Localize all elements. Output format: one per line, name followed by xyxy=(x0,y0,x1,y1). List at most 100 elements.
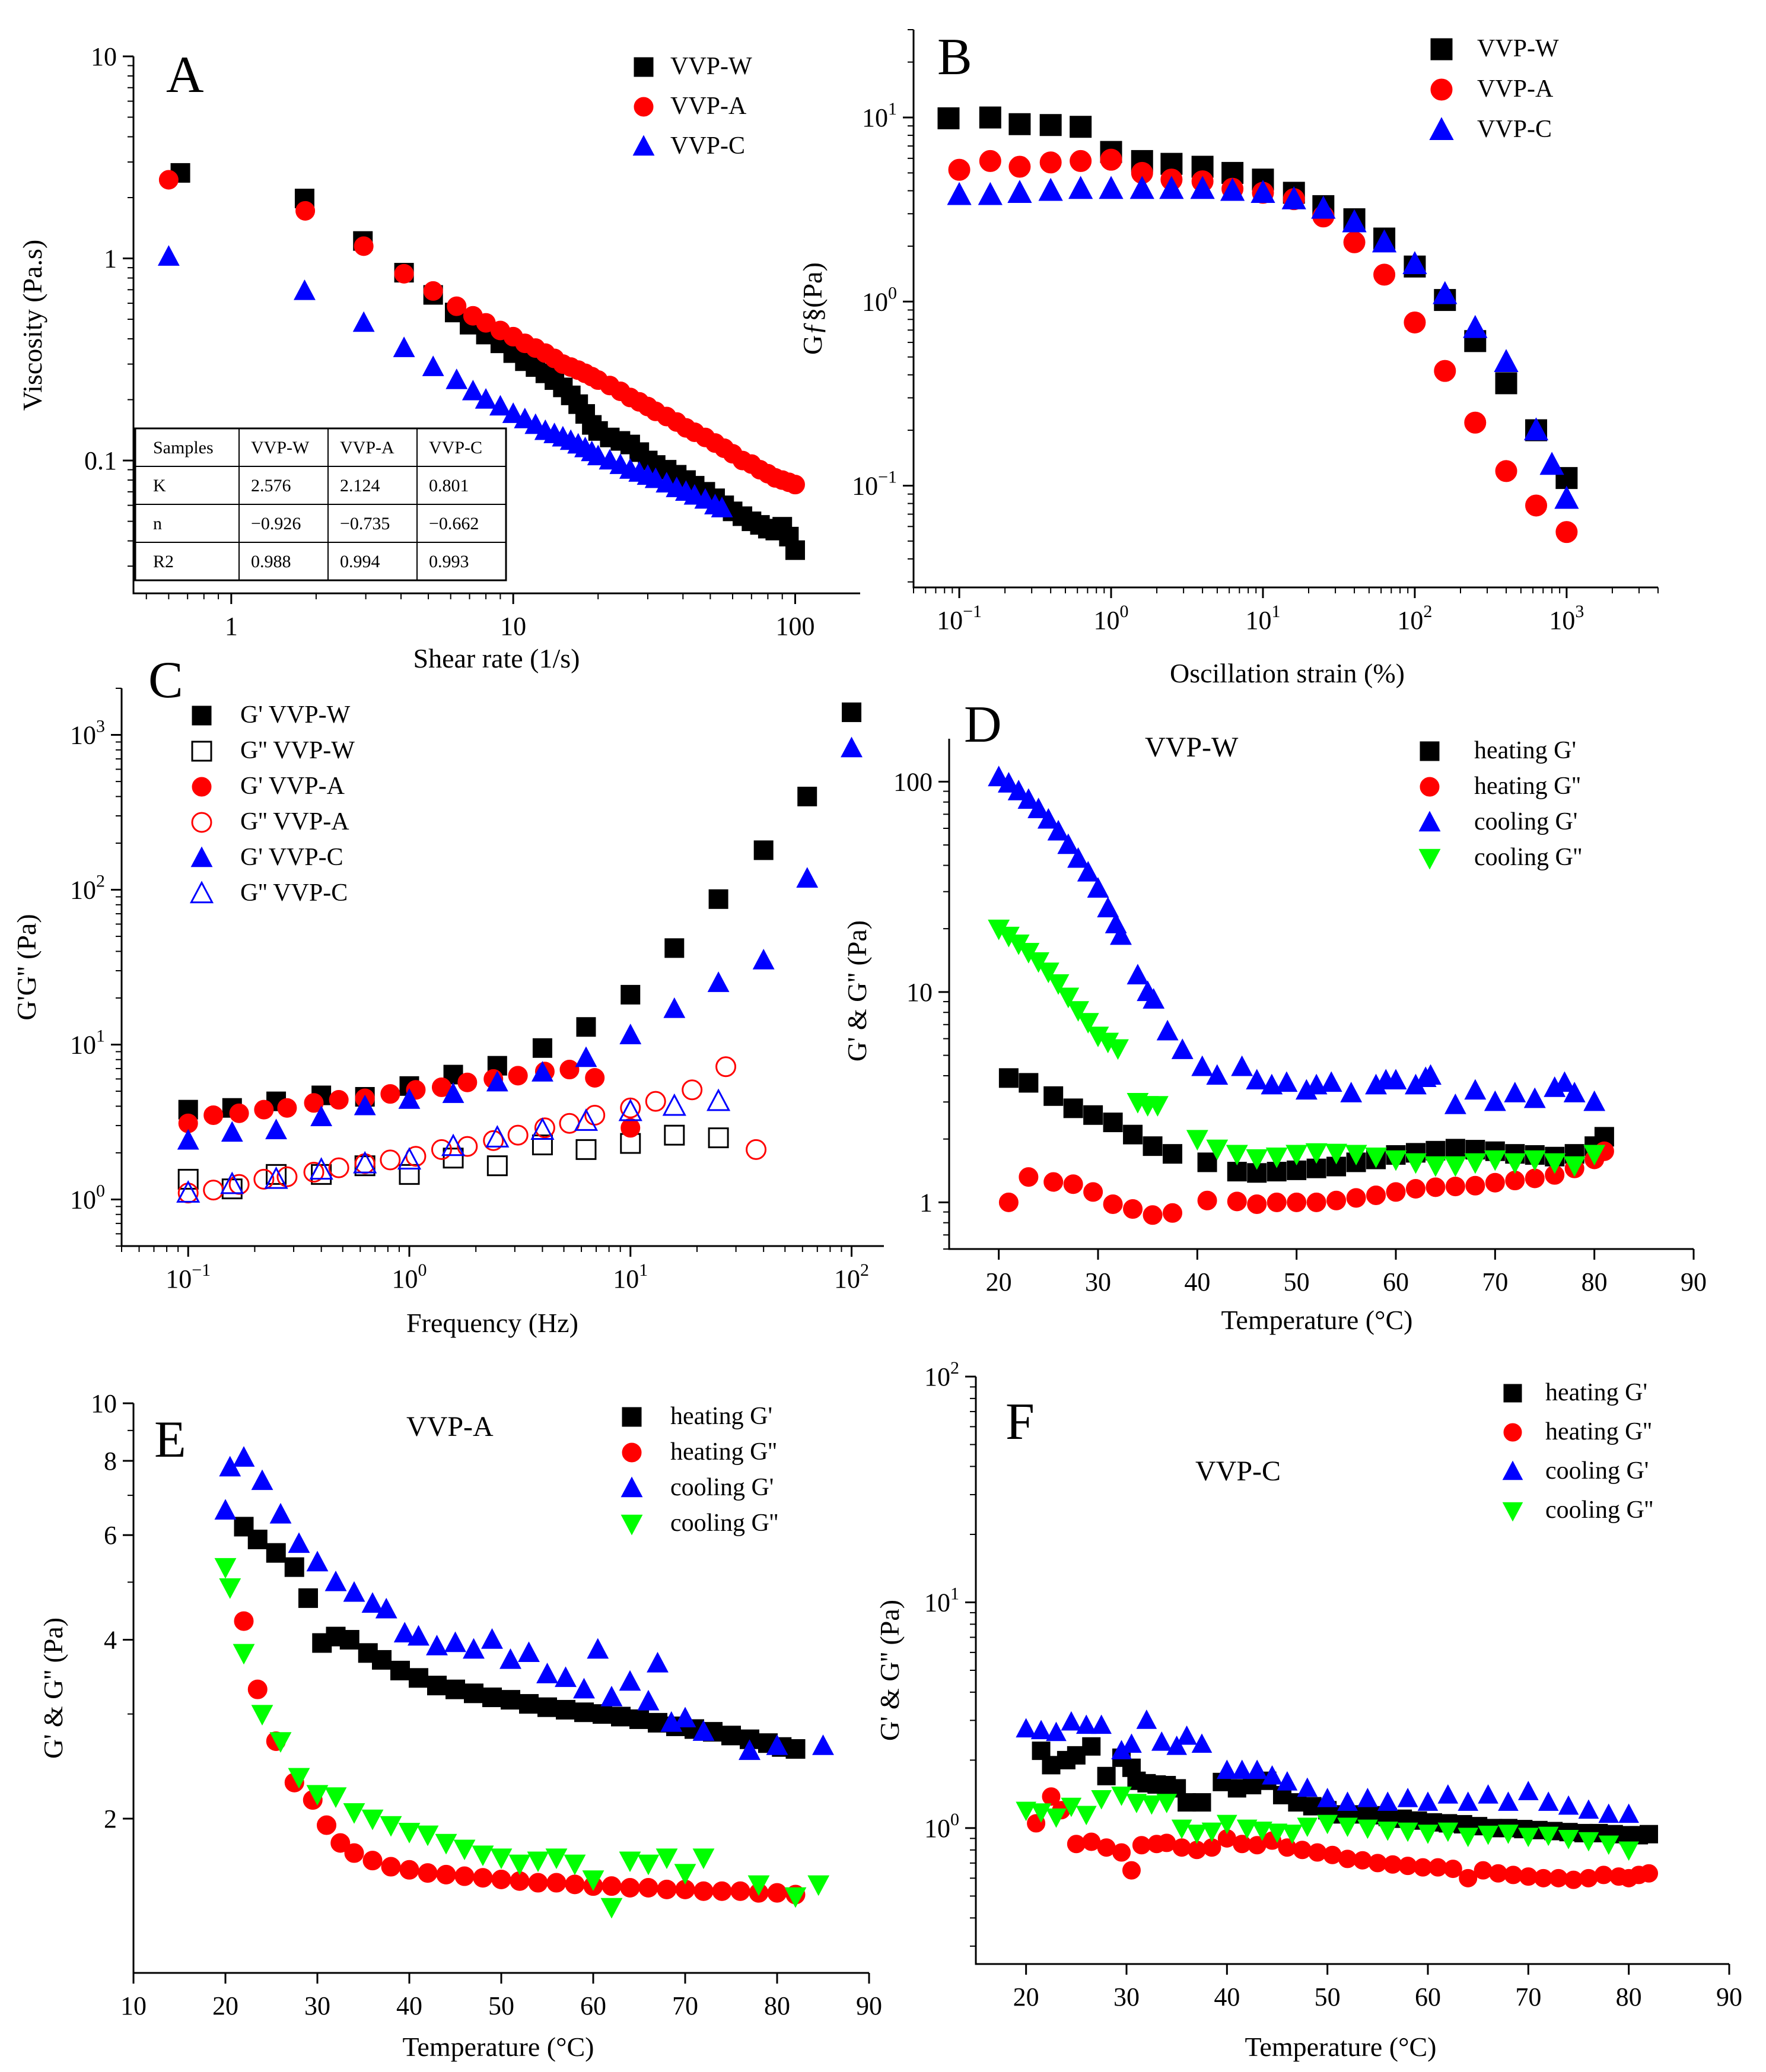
data-point xyxy=(276,1166,298,1187)
data-point xyxy=(1206,1139,1229,1161)
data-point xyxy=(398,1088,421,1109)
data-point xyxy=(1099,176,1124,199)
data-point xyxy=(682,1079,703,1101)
data-point xyxy=(948,158,970,181)
data-point xyxy=(618,1098,642,1121)
data-point xyxy=(462,379,484,401)
data-point xyxy=(343,1581,365,1602)
data-point xyxy=(1538,1826,1559,1847)
data-point xyxy=(330,1833,351,1853)
data-point xyxy=(785,1739,806,1759)
data-point xyxy=(1484,1150,1506,1171)
data-point xyxy=(1070,116,1092,138)
series-heating-g xyxy=(1027,1787,1659,1889)
legend-marker xyxy=(1503,1384,1522,1403)
fit-parameter-table: Samples VVP-W VVP-A VVP-C K 2.576 2.124 0.801 n −… xyxy=(134,427,507,581)
data-point xyxy=(304,1093,324,1113)
data-point xyxy=(1583,1090,1606,1111)
panel-b: 10−1 100 101 102 103 10−1 100 101 Oscillation st… xyxy=(797,28,1659,688)
legend-marker xyxy=(621,1476,643,1498)
series-cooling-g xyxy=(1016,1787,1639,1861)
data-point xyxy=(436,1864,456,1884)
data-point xyxy=(309,1157,333,1180)
y-tick-label: 100 xyxy=(862,283,897,316)
x-axis-label: Oscillation strain (%) xyxy=(1170,658,1405,688)
legend-label: VVP-C xyxy=(1477,116,1552,143)
data-point xyxy=(457,1136,478,1157)
data-point xyxy=(1424,1156,1447,1177)
data-point xyxy=(1143,1136,1163,1156)
panel-inner-title: VVP-C xyxy=(1195,1456,1281,1487)
data-point xyxy=(600,1686,623,1706)
data-point xyxy=(507,1124,529,1146)
data-point xyxy=(1285,1145,1308,1166)
data-point xyxy=(1538,1791,1559,1811)
legend-label: cooling G'' xyxy=(1474,844,1582,871)
data-point xyxy=(483,1130,504,1151)
x-tick-label: 10 xyxy=(500,612,526,641)
data-point xyxy=(611,1706,631,1727)
data-point xyxy=(1425,1177,1446,1197)
data-point xyxy=(431,1139,452,1160)
data-point xyxy=(1232,1759,1253,1779)
legend-label: G'' VVP-W xyxy=(240,737,355,764)
table-cell: 0.993 xyxy=(429,552,469,571)
table-cell: −0.662 xyxy=(429,514,479,533)
data-point xyxy=(486,1155,508,1177)
data-point xyxy=(1068,176,1093,199)
data-point xyxy=(574,1702,594,1723)
data-point xyxy=(532,1134,553,1156)
panel-letter: A xyxy=(166,46,204,104)
data-point xyxy=(1197,1190,1217,1210)
data-point xyxy=(534,1117,555,1139)
x-tick-label: 30 xyxy=(304,1991,330,2020)
data-point xyxy=(1563,1156,1586,1177)
data-point xyxy=(482,1688,502,1708)
series-cooling-g xyxy=(1016,1709,1639,1823)
x-tick-label: 70 xyxy=(1515,1982,1541,2011)
x-tick-label: 100 xyxy=(775,612,814,641)
series-vvp-c xyxy=(947,176,1579,509)
data-point xyxy=(1523,1087,1546,1108)
x-tick-label: 101 xyxy=(1245,602,1280,635)
data-point xyxy=(1019,1167,1039,1187)
data-point xyxy=(1598,1835,1619,1855)
data-point xyxy=(1008,113,1031,135)
data-point xyxy=(329,1090,349,1110)
data-point xyxy=(362,1851,383,1871)
legend-label: cooling G'' xyxy=(670,1509,778,1537)
data-point xyxy=(288,1768,310,1789)
y-tick-label: 10−1 xyxy=(852,467,897,500)
data-point xyxy=(1191,1055,1214,1076)
data-point xyxy=(1618,1803,1639,1823)
data-point xyxy=(997,772,1020,793)
data-point xyxy=(621,984,641,1005)
data-point xyxy=(1275,1071,1298,1092)
panel-e: 10 20 30 40 50 60 70 80 90 2 4 6 8 10 Temperature (°C)… xyxy=(38,1389,882,2062)
data-point xyxy=(1176,1725,1197,1745)
x-tick-label: 60 xyxy=(1383,1267,1409,1296)
data-point xyxy=(1166,1735,1187,1755)
data-point xyxy=(1640,1864,1659,1883)
data-point xyxy=(645,1091,666,1112)
data-point xyxy=(620,1877,640,1898)
data-point xyxy=(453,1839,476,1861)
data-point xyxy=(1121,1733,1142,1753)
data-point xyxy=(1123,1124,1143,1145)
data-point xyxy=(266,1543,286,1563)
data-point xyxy=(1100,148,1122,171)
data-point xyxy=(1311,195,1336,219)
data-point xyxy=(1437,1784,1459,1804)
data-point xyxy=(490,1848,513,1870)
data-point xyxy=(1365,1148,1387,1168)
data-point xyxy=(1082,1737,1101,1756)
data-point xyxy=(1186,1825,1207,1844)
data-point xyxy=(1103,1113,1123,1133)
data-point xyxy=(1417,1791,1439,1811)
data-point xyxy=(1504,1082,1526,1102)
data-point xyxy=(361,1592,384,1613)
data-point xyxy=(1463,314,1488,338)
x-axis-label: Frequency (Hz) xyxy=(406,1308,578,1338)
data-point xyxy=(1156,1019,1179,1041)
legend-label: heating G' xyxy=(1545,1379,1647,1406)
